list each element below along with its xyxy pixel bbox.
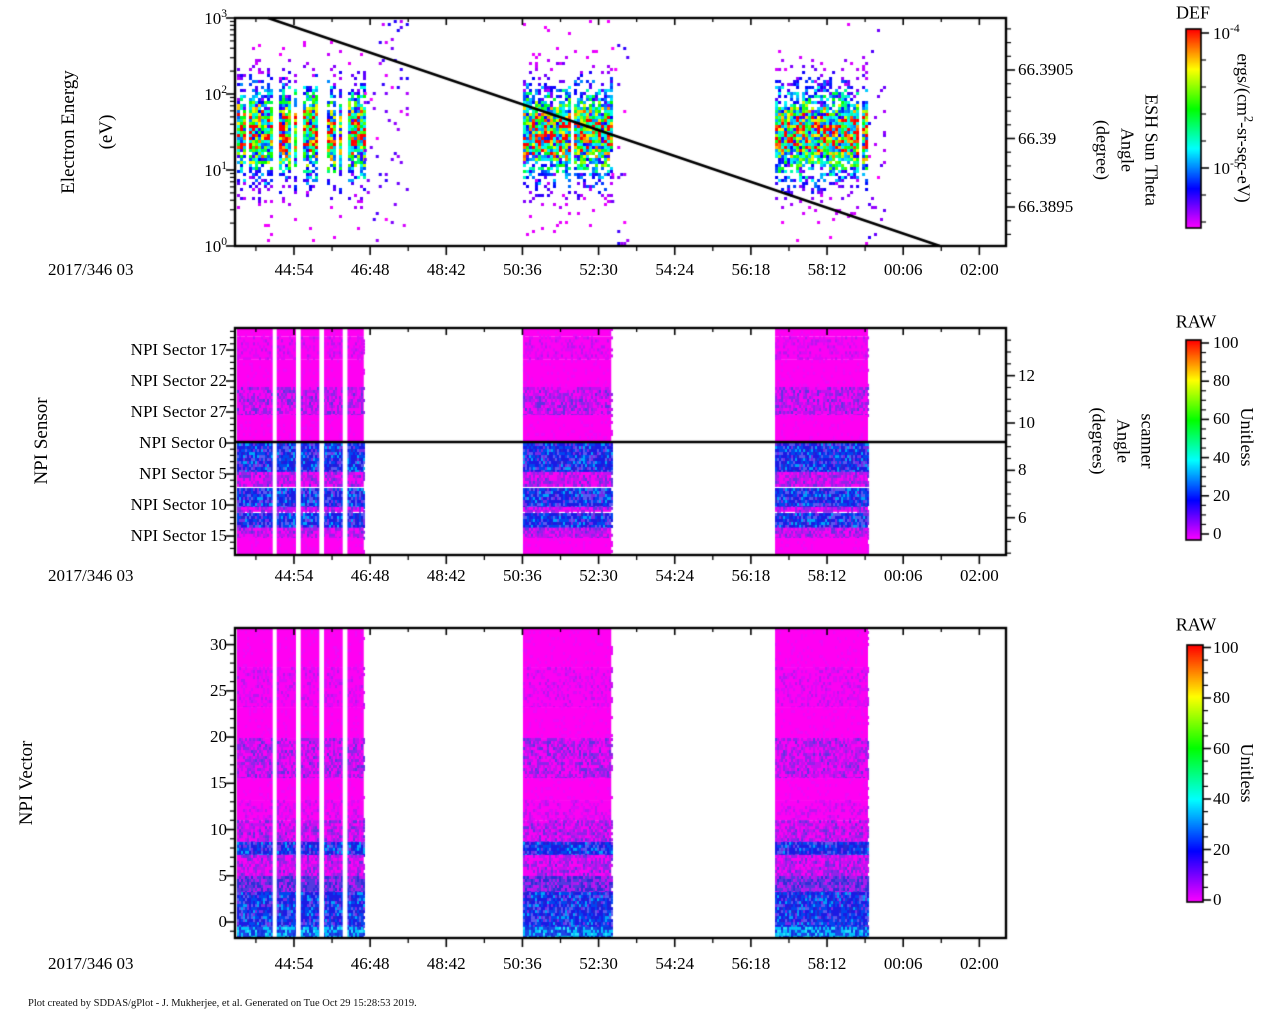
x-tick-label-panel1-9: 02:00 bbox=[959, 260, 999, 279]
raw-unit-bottom-text: Unitless bbox=[1237, 743, 1258, 803]
electron-energy-y-tick-0: 100 bbox=[204, 235, 227, 256]
scanner-angle-tick-12: 12 bbox=[1018, 365, 1035, 385]
x-tick-label-panel1-2: 48:42 bbox=[426, 260, 466, 279]
raw-unit-middle-text: Unitless bbox=[1237, 407, 1258, 467]
esh-label-line2: Angle bbox=[1117, 127, 1138, 172]
raw-colorbar-unit-middle: Unitless bbox=[1235, 407, 1259, 466]
npi-sensor-axis-label-text: NPI Sensor bbox=[31, 397, 53, 485]
npi-sensor-axis-label: NPI Sensor bbox=[29, 397, 55, 484]
x-tick-label-panel2-9: 02:00 bbox=[959, 566, 999, 585]
x-start-label-middle: 2017/346 03 bbox=[48, 566, 134, 585]
scanner-label-line2: Angle bbox=[1113, 419, 1134, 463]
def-colorbar-unit-text: ergs/(cm2-sr-sec-eV) bbox=[1233, 53, 1256, 203]
x-tick-label-panel3-6: 56:18 bbox=[731, 954, 771, 973]
npi-vector-y-tick-5: 5 bbox=[218, 865, 228, 885]
def-cb-tick-1e-5: 10-5 bbox=[1213, 157, 1240, 178]
raw-cb-bot-tick-60: 60 bbox=[1213, 738, 1230, 758]
esh-label-line1: ESH Sun Theta bbox=[1141, 94, 1162, 206]
x-tick-label-panel1-8: 00:06 bbox=[883, 260, 923, 279]
electron-energy-y-tick-2: 102 bbox=[204, 83, 227, 104]
npi-vector-y-tick-15: 15 bbox=[210, 773, 227, 793]
x-tick-label-panel3-9: 02:00 bbox=[959, 954, 999, 973]
npi-sensor-y-tick-4: NPI Sector 5 bbox=[139, 464, 227, 484]
x-tick-label-panel2-8: 00:06 bbox=[883, 566, 923, 585]
x-tick-label-panel3-5: 54:24 bbox=[655, 954, 695, 973]
raw-cb-mid-tick-20: 20 bbox=[1213, 485, 1230, 505]
raw-cb-bot-tick-0: 0 bbox=[1213, 890, 1222, 909]
electron-energy-axis-label-line1: Electron Energy bbox=[58, 70, 79, 194]
npi-vector-axis-label-text: NPI Vector bbox=[16, 740, 38, 826]
electron-energy-axis-label-line2: (eV) bbox=[96, 114, 117, 150]
raw-colorbar-title-middle: RAW bbox=[1175, 311, 1217, 332]
npi-vector-y-tick-10: 10 bbox=[210, 819, 227, 839]
x-tick-label-panel2-5: 54:24 bbox=[655, 566, 695, 585]
raw-cb-mid-tick-40: 40 bbox=[1213, 447, 1230, 467]
npi-vector-y-tick-20: 20 bbox=[210, 727, 227, 747]
x-tick-label-panel2-2: 48:42 bbox=[426, 566, 466, 585]
def-cb-tick-1e-4: 10-4 bbox=[1213, 22, 1240, 43]
x-tick-label-panel1-1: 46:48 bbox=[350, 260, 390, 279]
x-tick-label-panel3-2: 48:42 bbox=[426, 954, 466, 973]
scanner-angle-tick-6: 6 bbox=[1018, 507, 1027, 527]
raw-cb-bot-tick-100: 100 bbox=[1213, 637, 1239, 657]
esh-theta-tick-66.3905: 66.3905 bbox=[1018, 60, 1074, 79]
def-colorbar-unit: ergs/(cm2-sr-sec-eV) bbox=[1231, 53, 1256, 202]
raw-cb-mid-tick-60: 60 bbox=[1213, 409, 1230, 429]
raw-colorbar-unit-bottom: Unitless bbox=[1235, 743, 1259, 802]
npi-sensor-y-tick-3: NPI Sector 0 bbox=[139, 433, 227, 453]
x-tick-label-panel1-4: 52:30 bbox=[579, 260, 618, 279]
raw-cb-mid-tick-0: 0 bbox=[1213, 524, 1222, 543]
x-tick-label-panel1-5: 54:24 bbox=[655, 260, 695, 279]
raw-cb-bot-tick-80: 80 bbox=[1213, 688, 1230, 707]
npi-sensor-y-tick-0: NPI Sector 17 bbox=[130, 339, 227, 359]
x-tick-label-panel3-0: 44:54 bbox=[274, 954, 314, 973]
esh-label-line3: (degree) bbox=[1092, 120, 1113, 180]
x-tick-label-panel3-3: 50:36 bbox=[503, 954, 542, 973]
electron-energy-y-tick-3: 103 bbox=[204, 7, 227, 28]
scanner-angle-tick-10: 10 bbox=[1018, 413, 1035, 432]
raw-cb-bot-tick-40: 40 bbox=[1213, 789, 1230, 808]
plot-credit-footer: Plot created by SDDAS/gPlot - J. Mukherj… bbox=[28, 998, 417, 1009]
scanner-label-line3: (degrees) bbox=[1088, 407, 1109, 475]
x-tick-label-panel3-7: 58:12 bbox=[807, 954, 847, 973]
x-tick-label-panel2-3: 50:36 bbox=[503, 566, 542, 585]
electron-energy-axis-label: Electron Energy (eV) bbox=[50, 70, 126, 194]
npi-vector-y-tick-30: 30 bbox=[210, 634, 227, 654]
x-start-label-bottom: 2017/346 03 bbox=[48, 954, 134, 973]
x-tick-label-panel3-8: 00:06 bbox=[883, 954, 923, 973]
npi-vector-y-tick-25: 25 bbox=[210, 680, 227, 700]
def-colorbar-title: DEF bbox=[1175, 2, 1211, 23]
x-tick-label-panel1-0: 44:54 bbox=[274, 260, 314, 279]
electron-energy-y-tick-1: 101 bbox=[204, 159, 227, 180]
x-tick-label-panel3-1: 46:48 bbox=[350, 954, 390, 973]
raw-colorbar-title-bottom: RAW bbox=[1175, 614, 1217, 635]
npi-sensor-y-tick-2: NPI Sector 27 bbox=[130, 402, 227, 421]
x-tick-label-panel1-7: 58:12 bbox=[807, 260, 847, 279]
x-tick-label-panel2-6: 56:18 bbox=[731, 566, 771, 585]
scanner-angle-axis-label: scanner Angle (degrees) bbox=[1087, 408, 1160, 475]
npi-sensor-y-tick-6: NPI Sector 15 bbox=[130, 526, 227, 546]
x-start-label-top: 2017/346 03 bbox=[48, 260, 134, 279]
x-tick-label-panel1-3: 50:36 bbox=[503, 260, 542, 279]
npi-vector-y-tick-0: 0 bbox=[218, 912, 228, 931]
x-tick-label-panel2-0: 44:54 bbox=[274, 566, 314, 585]
npi-vector-axis-label: NPI Vector bbox=[14, 741, 40, 826]
x-tick-label-panel3-4: 52:30 bbox=[579, 954, 618, 973]
x-tick-label-panel2-7: 58:12 bbox=[807, 566, 847, 585]
esh-sun-theta-axis-label: ESH Sun Theta Angle (degree) bbox=[1091, 94, 1164, 206]
x-tick-label-panel1-6: 56:18 bbox=[731, 260, 771, 279]
npi-sensor-y-tick-5: NPI Sector 10 bbox=[130, 495, 227, 515]
scanner-angle-tick-8: 8 bbox=[1018, 460, 1027, 480]
esh-theta-tick-66.39: 66.39 bbox=[1018, 128, 1057, 148]
scanner-label-line1: scanner bbox=[1137, 413, 1158, 469]
npi-sensor-y-tick-1: NPI Sector 22 bbox=[130, 371, 227, 390]
raw-cb-mid-tick-80: 80 bbox=[1213, 371, 1230, 391]
raw-cb-mid-tick-100: 100 bbox=[1213, 333, 1239, 352]
x-tick-label-panel2-4: 52:30 bbox=[579, 566, 618, 585]
x-tick-label-panel2-1: 46:48 bbox=[350, 566, 390, 585]
raw-cb-bot-tick-20: 20 bbox=[1213, 839, 1230, 859]
esh-theta-tick-66.3895: 66.3895 bbox=[1018, 197, 1074, 216]
